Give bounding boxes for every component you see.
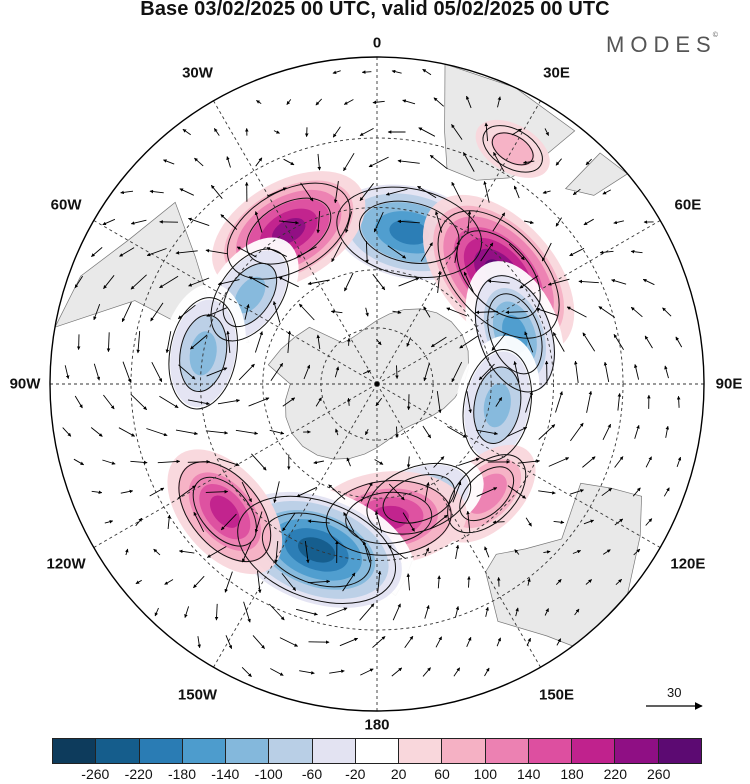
colorbar-tick-label: -260 — [81, 766, 109, 782]
colorbar-swatch — [225, 739, 268, 763]
scale-vector-label: 30 — [667, 685, 681, 700]
longitude-label-150w: 150W — [178, 686, 217, 703]
colorbar — [52, 738, 702, 764]
colorbar-tick-label: -220 — [125, 766, 153, 782]
wind-arrow — [397, 427, 398, 438]
longitude-label-60w: 60W — [51, 196, 82, 213]
colorbar-tick-label: -180 — [168, 766, 196, 782]
colorbar-tick-label: 20 — [391, 766, 407, 782]
longitude-label-30e: 30E — [543, 65, 570, 82]
colorbar-tick-label: 60 — [434, 766, 450, 782]
colorbar-swatch — [95, 739, 138, 763]
wind-arrow — [469, 576, 470, 587]
colorbar-tick-label: -60 — [302, 766, 322, 782]
longitude-label-90w: 90W — [10, 376, 41, 393]
south-pole-marker — [375, 382, 380, 387]
wind-arrow — [397, 365, 398, 378]
colorbar-tick-label: 260 — [647, 766, 670, 782]
longitude-label-60e: 60E — [675, 196, 702, 213]
wind-arrow — [679, 396, 680, 408]
colorbar-tick-label: 180 — [560, 766, 583, 782]
colorbar-swatch — [485, 739, 528, 763]
colorbar-swatch — [53, 739, 95, 763]
longitude-label-120w: 120W — [47, 555, 86, 572]
colorbar-swatch — [528, 739, 571, 763]
colorbar-swatch — [658, 739, 701, 763]
colorbar-swatch — [571, 739, 614, 763]
colorbar-tick-label: -20 — [345, 766, 365, 782]
colorbar-tick-label: -100 — [255, 766, 283, 782]
longitude-label-0: 0 — [373, 35, 381, 52]
wind-arrow — [362, 72, 371, 73]
colorbar-swatch — [355, 739, 398, 763]
colorbar-tick-label: 100 — [474, 766, 497, 782]
wind-arrow — [188, 462, 210, 463]
longitude-label-180: 180 — [364, 717, 389, 734]
colorbar-swatch — [182, 739, 225, 763]
longitude-label-30w: 30W — [182, 65, 213, 82]
longitude-label-120e: 120E — [670, 555, 705, 572]
colorbar-swatch — [268, 739, 311, 763]
polar-stereographic-map — [0, 0, 750, 735]
colorbar-swatch — [139, 739, 182, 763]
colorbar-swatch — [398, 739, 441, 763]
colorbar-tick-label: 140 — [517, 766, 540, 782]
longitude-label-150e: 150E — [539, 686, 574, 703]
colorbar-swatch — [441, 739, 484, 763]
longitude-label-90e: 90E — [716, 376, 743, 393]
colorbar-swatch — [312, 739, 355, 763]
colorbar-ticks: -260 -220 -180 -140 -100 -60 -20 20 60 100 140 180 2… — [0, 766, 750, 784]
colorbar-tick-label: 220 — [604, 766, 627, 782]
wind-arrow — [493, 522, 505, 523]
colorbar-tick-label: -140 — [211, 766, 239, 782]
colorbar-swatch — [614, 739, 657, 763]
